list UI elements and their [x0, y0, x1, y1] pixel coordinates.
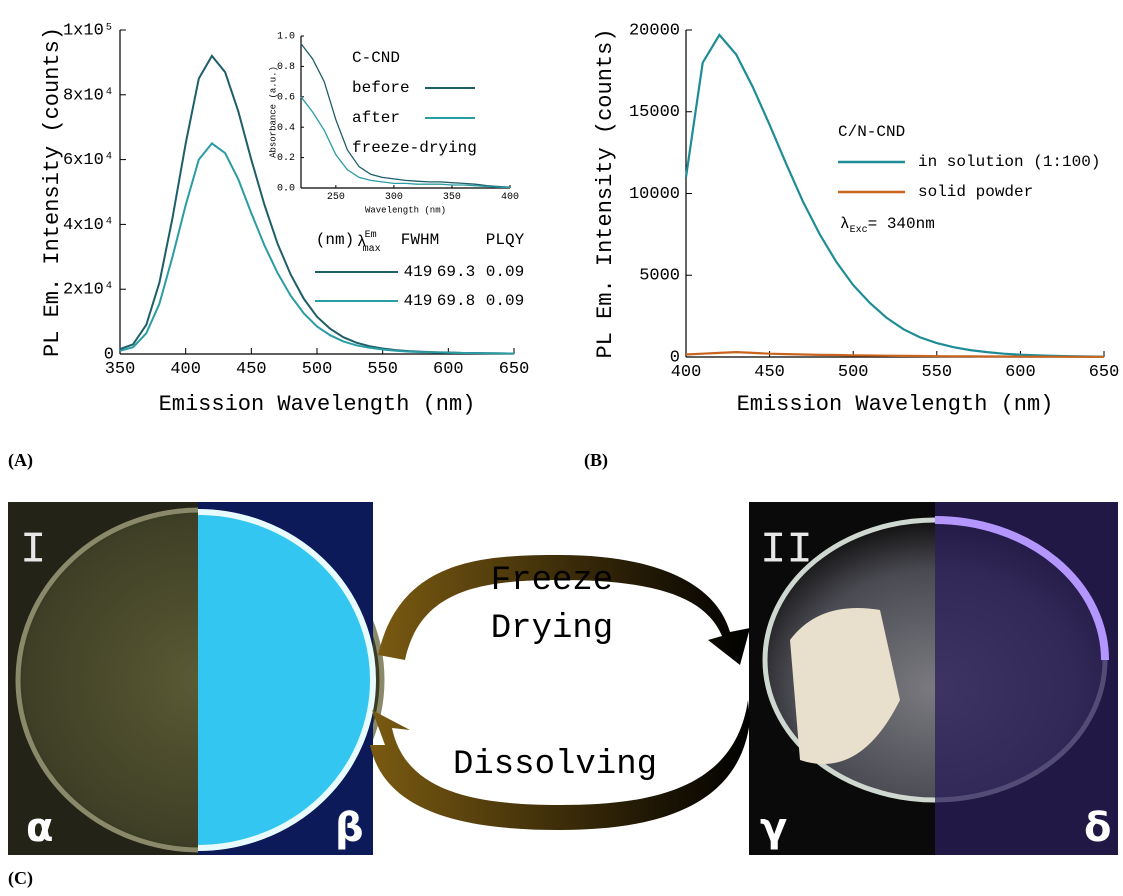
x-tick-label: 500 [302, 360, 333, 379]
legend-label: solid powder [918, 183, 1033, 201]
photo-tag: I [20, 526, 46, 576]
y-axis-title: PL Em. Intensity (counts) [593, 28, 618, 358]
table-cell: 0.09 [486, 263, 524, 281]
table-cell: 69.3 [437, 263, 475, 281]
photo-letter: β [335, 805, 364, 851]
y-axis-title: Absorbance (a.u.) [268, 66, 278, 158]
x-tick-label: 450 [236, 360, 267, 379]
x-tick-label: 400 [170, 360, 201, 379]
y-tick-label: 0.4 [277, 123, 295, 134]
legend-label: after [352, 109, 400, 127]
y-tick-label: 0.8 [277, 62, 295, 73]
subscript: Exc [850, 225, 868, 236]
legend-note: λExc= 340nm [840, 215, 935, 235]
x-tick-label: 300 [385, 192, 403, 203]
photo-letter: α [26, 805, 53, 851]
legend-label: in solution (1:100) [918, 153, 1100, 171]
y-tick-label: 1x10⁵ [63, 21, 114, 40]
y-axis-title: PL Em. Intensity (counts) [40, 27, 65, 357]
table-header: FWHM [401, 231, 439, 249]
table-header: (nm) [316, 231, 354, 249]
symbol: λ [840, 215, 850, 233]
photo-right: II γ δ [749, 502, 1118, 855]
x-tick-label: 350 [443, 192, 461, 203]
y-tick-label: 15000 [629, 103, 680, 122]
legend-label: before [352, 79, 410, 97]
x-tick-label: 550 [367, 360, 398, 379]
x-tick-label: 400 [501, 192, 519, 203]
y-tick-label: 0 [104, 345, 114, 364]
superscript: Em [365, 230, 377, 241]
y-tick-label: 0.0 [277, 184, 295, 195]
panel-label: (C) [8, 868, 33, 889]
table-header: PLQY [486, 231, 525, 249]
photo-left: I α β [8, 502, 382, 855]
x-tick-label: 500 [838, 363, 869, 382]
x-tick-label: 250 [327, 192, 345, 203]
y-tick-label: 10000 [629, 185, 680, 204]
cycle-label: Drying [491, 610, 613, 648]
y-tick-label: 0 [670, 348, 680, 367]
x-tick-label: 450 [754, 363, 785, 382]
note-text: = 340nm [868, 215, 935, 233]
panel-label: (A) [8, 450, 33, 471]
photo-letter: γ [760, 805, 787, 851]
x-tick-label: 550 [921, 363, 952, 382]
x-tick-label: 650 [499, 360, 530, 379]
x-tick-label: 600 [1005, 363, 1036, 382]
photo-letter: δ [1084, 805, 1111, 851]
page: (A) (B) (C) I α β II γ δ Freeze Drying D… [0, 0, 1123, 891]
cycle-label: Dissolving [453, 746, 657, 784]
x-tick-label: 650 [1089, 363, 1120, 382]
photo-half [935, 502, 1118, 855]
table-cell: 69.8 [437, 292, 475, 310]
x-tick-label: 600 [433, 360, 464, 379]
table-cell: 419 [404, 292, 433, 310]
y-tick-label: 6x10⁴ [63, 151, 114, 170]
cycle-label: Freeze [491, 562, 613, 600]
data-line [301, 44, 510, 188]
subscript: max [363, 244, 381, 255]
table-cell: 419 [404, 263, 433, 281]
legend-note: freeze-drying [352, 139, 477, 157]
figure: (A) (B) (C) I α β II γ δ Freeze Drying D… [0, 0, 1123, 891]
y-tick-label: 1.0 [277, 32, 295, 43]
legend-title: C/N-CND [838, 123, 905, 141]
x-axis-title: Wavelength (nm) [365, 205, 446, 215]
y-tick-label: 0.2 [277, 153, 295, 164]
y-tick-label: 4x10⁴ [63, 216, 114, 235]
y-tick-label: 20000 [629, 21, 680, 40]
x-axis-title: Emission Wavelength (nm) [737, 392, 1054, 417]
y-tick-label: 8x10⁴ [63, 86, 114, 105]
y-tick-label: 0.6 [277, 92, 295, 103]
y-tick-label: 2x10⁴ [63, 281, 114, 300]
legend-title: C-CND [352, 49, 400, 67]
photo-tag: II [760, 526, 813, 576]
panel-label: (B) [584, 450, 608, 471]
data-line [686, 35, 1104, 357]
table-cell: 0.09 [486, 292, 524, 310]
y-tick-label: 5000 [639, 267, 680, 286]
x-axis-title: Emission Wavelength (nm) [159, 392, 476, 417]
